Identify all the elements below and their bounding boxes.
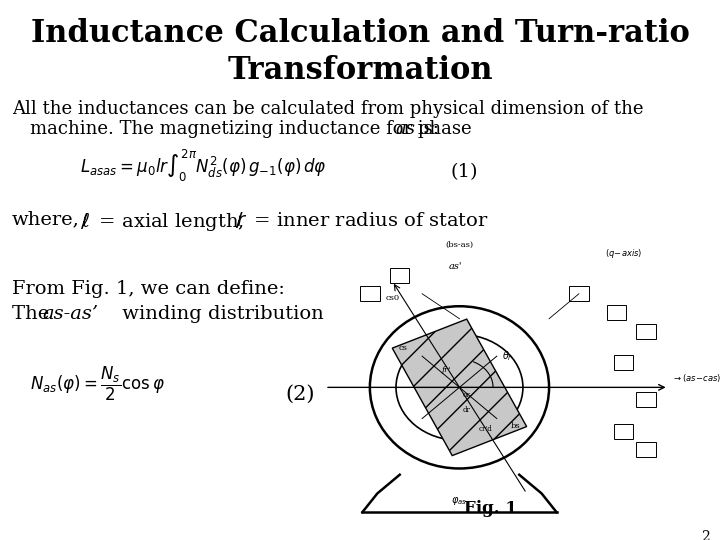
Text: All the inductances can be calculated from physical dimension of the: All the inductances can be calculated fr… [12,100,644,118]
Text: $\ell\!\!\!/$  = axial length,: $\ell\!\!\!/$ = axial length, [80,210,244,233]
Text: From Fig. 1, we can define:: From Fig. 1, we can define: [12,280,285,298]
Text: Fig. 1: Fig. 1 [464,500,516,517]
Text: as-as’: as-as’ [42,305,98,323]
Text: Inductance Calculation and Turn-ratio: Inductance Calculation and Turn-ratio [30,18,690,49]
Text: 2: 2 [701,530,710,540]
Text: $(q\!-\!axis)$: $(q\!-\!axis)$ [605,247,642,260]
Text: (bs-as): (bs-as) [446,241,474,249]
Text: cr'd: cr'd [479,425,492,433]
Text: Transformation: Transformation [228,55,492,86]
Text: dr: dr [463,406,471,414]
Bar [636,393,656,407]
Text: cs: cs [399,344,408,352]
Text: $\varphi_{as}$: $\varphi_{as}$ [451,495,467,507]
Bar [614,423,634,438]
Bar [636,442,656,457]
Bar [570,286,589,301]
Text: $\rightarrow(as\!-\!cas)$: $\rightarrow(as\!-\!cas)$ [672,372,720,384]
Bar [360,286,379,301]
Bar [636,323,656,339]
Text: (2): (2) [285,385,315,404]
Bar [614,355,634,370]
Text: winding distribution: winding distribution [116,305,324,323]
Text: $N_{as}(\varphi) = \dfrac{N_s}{2}\cos\varphi$: $N_{as}(\varphi) = \dfrac{N_s}{2}\cos\va… [30,365,165,403]
Bar [390,267,410,282]
Text: where,: where, [12,210,80,228]
Text: as': as' [449,262,462,271]
Text: cs0: cs0 [385,294,400,302]
Text: fr': fr' [441,366,451,374]
Text: (1): (1) [450,163,477,181]
Text: as: as [395,120,415,138]
Text: $r\!\!\!/$  = inner radius of stator: $r\!\!\!/$ = inner radius of stator [235,210,489,230]
Text: $\theta_r$: $\theta_r$ [503,349,513,363]
Text: $L_{asas} = \mu_0 lr \int_0^{2\pi} N_{ds}^2(\varphi)\,g_{-1}(\varphi)\,d\varphi$: $L_{asas} = \mu_0 lr \int_0^{2\pi} N_{ds… [80,148,327,184]
Text: machine. The magnetizing inductance for phase: machine. The magnetizing inductance for … [30,120,477,138]
Text: bs: bs [510,422,521,430]
Bar [606,305,626,320]
Text: is:: is: [412,120,439,138]
Text: The: The [12,305,55,323]
Polygon shape [392,319,526,456]
Text: or: or [463,391,471,399]
